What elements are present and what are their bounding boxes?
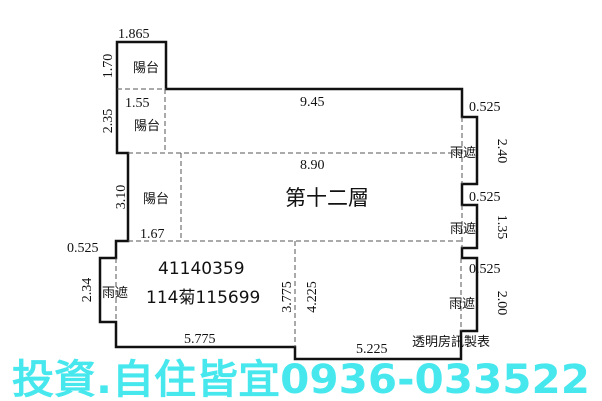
outer-wall (98, 40, 479, 361)
credit-text: 透明房訊製表 (412, 334, 490, 350)
dim-left-balcony-width: 1.67 (140, 227, 165, 242)
label-balcony-top: 陽台 (133, 61, 159, 76)
dim-left-canopy-depth: 0.525 (67, 241, 99, 256)
label-canopy-right-1: 雨遮 (450, 145, 476, 161)
dim-right-canopy2-depth: 0.525 (469, 190, 501, 205)
dim-mid-width: 8.90 (300, 158, 325, 173)
dim-top-balcony-width: 1.865 (118, 27, 150, 42)
watermark: 投資.自住皆宜0936-033522 (12, 357, 590, 401)
internal-dashed-lines (115, 88, 463, 347)
dim-right-canopy2-height: 1.35 (494, 215, 509, 240)
dim-inner-height-2: 4.225 (305, 281, 320, 313)
dim-balcony2-width: 1.55 (125, 96, 150, 111)
label-canopy-left: 雨遮 (102, 285, 128, 301)
label-balcony-left: 陽台 (143, 192, 169, 207)
dim-right-canopy1-height: 2.40 (494, 139, 509, 164)
label-canopy-right-3: 雨遮 (449, 296, 475, 312)
dim-left-canopy-height: 2.34 (80, 278, 95, 303)
dim-bottom-left-width: 5.775 (184, 332, 216, 347)
dim-bottom-right-width: 5.225 (356, 342, 388, 357)
floor-title: 第十二層 (285, 186, 369, 210)
dim-top-width: 9.45 (300, 95, 325, 110)
building-code: 114菊115699 (146, 288, 260, 308)
dim-balcony2-height: 2.35 (101, 109, 116, 134)
dim-right-canopy3-depth: 0.525 (469, 262, 501, 277)
dim-inner-height-1: 3.775 (280, 281, 295, 313)
dim-left-balcony-height: 3.10 (114, 185, 129, 210)
label-balcony-2: 陽台 (134, 119, 160, 134)
label-canopy-right-2: 雨遮 (450, 221, 476, 237)
dim-top-balcony-height: 1.70 (101, 54, 116, 79)
dim-right-canopy1-depth: 0.525 (469, 100, 501, 115)
dim-right-canopy3-height: 2.00 (494, 291, 509, 316)
building-id: 41140359 (158, 259, 245, 279)
